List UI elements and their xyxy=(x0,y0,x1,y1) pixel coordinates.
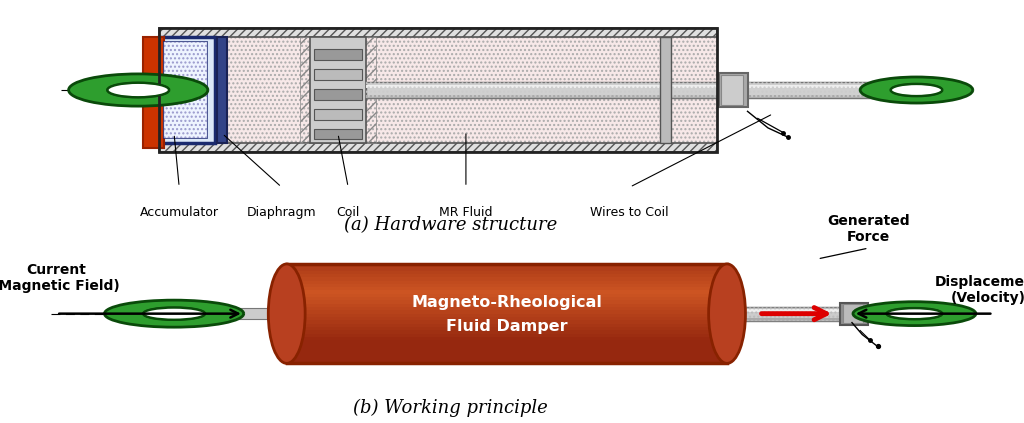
Text: Diaphragm: Diaphragm xyxy=(247,206,316,219)
Bar xyxy=(743,318,840,321)
Bar xyxy=(164,42,207,138)
Bar xyxy=(287,349,727,354)
Bar xyxy=(287,283,727,287)
Bar xyxy=(179,308,285,319)
Bar xyxy=(159,28,717,151)
Bar xyxy=(159,143,717,151)
Bar xyxy=(143,37,164,148)
Circle shape xyxy=(891,84,942,96)
Bar xyxy=(287,290,727,294)
Bar xyxy=(287,346,727,350)
Circle shape xyxy=(108,83,169,97)
Text: (a) Hardware structure: (a) Hardware structure xyxy=(344,217,557,234)
Bar xyxy=(313,69,361,80)
Bar xyxy=(287,293,727,297)
Bar xyxy=(287,310,727,314)
Text: Accumulator: Accumulator xyxy=(139,206,219,219)
Bar xyxy=(743,307,840,321)
Bar xyxy=(287,336,727,340)
Bar xyxy=(159,37,215,143)
Bar xyxy=(287,303,727,307)
Bar xyxy=(660,37,671,143)
Ellipse shape xyxy=(709,264,745,363)
Bar xyxy=(719,74,748,107)
Bar xyxy=(367,85,901,88)
Text: MR Fluid: MR Fluid xyxy=(439,206,493,219)
Bar xyxy=(743,309,840,312)
Bar xyxy=(287,297,727,300)
Bar xyxy=(287,266,727,271)
Bar xyxy=(313,109,361,120)
Bar xyxy=(138,85,169,95)
Bar xyxy=(159,28,717,37)
Bar xyxy=(287,333,727,337)
Text: Magneto-Rheological: Magneto-Rheological xyxy=(412,295,602,310)
Bar xyxy=(287,286,727,291)
Circle shape xyxy=(143,308,205,320)
Bar xyxy=(287,300,727,304)
Bar xyxy=(287,280,727,284)
Text: Current
(Magnetic Field): Current (Magnetic Field) xyxy=(0,263,120,293)
Bar xyxy=(287,326,727,330)
Bar xyxy=(309,37,366,143)
Bar xyxy=(840,303,868,324)
Bar xyxy=(287,360,727,363)
Text: Wires to Coil: Wires to Coil xyxy=(591,206,669,219)
Bar xyxy=(313,49,361,60)
Bar xyxy=(287,264,727,363)
Bar xyxy=(287,316,727,320)
Text: Displacement
(Velocity): Displacement (Velocity) xyxy=(935,275,1024,305)
Bar xyxy=(367,95,901,98)
Text: Fluid Damper: Fluid Damper xyxy=(446,319,567,334)
Circle shape xyxy=(887,308,942,319)
Bar xyxy=(159,37,717,143)
Bar xyxy=(287,320,727,324)
Bar xyxy=(287,264,727,267)
Bar xyxy=(217,37,227,143)
Bar xyxy=(287,273,727,277)
Bar xyxy=(868,309,909,319)
Ellipse shape xyxy=(268,264,305,363)
Bar xyxy=(367,82,901,98)
Bar xyxy=(287,330,727,333)
Text: Generated
Force: Generated Force xyxy=(827,214,910,244)
Bar xyxy=(367,82,901,98)
Bar xyxy=(287,277,727,280)
Bar xyxy=(721,74,743,105)
Bar xyxy=(743,307,840,321)
Bar xyxy=(287,313,727,317)
Bar xyxy=(299,37,376,143)
Bar xyxy=(164,42,207,138)
Text: (b) Working principle: (b) Working principle xyxy=(353,399,548,417)
Bar xyxy=(287,343,727,347)
Text: Coil: Coil xyxy=(337,206,359,219)
Bar xyxy=(287,270,727,274)
Bar xyxy=(313,89,361,100)
Bar xyxy=(843,304,863,323)
Bar xyxy=(313,129,361,140)
Bar xyxy=(287,306,727,310)
Bar xyxy=(287,323,727,327)
Bar xyxy=(287,356,727,360)
Bar xyxy=(287,353,727,357)
Bar xyxy=(287,340,727,343)
